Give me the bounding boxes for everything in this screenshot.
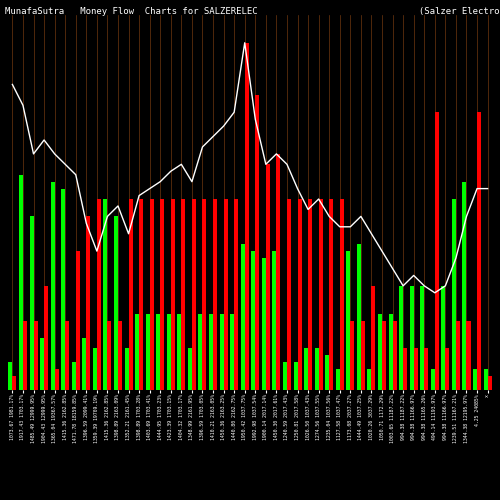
Bar bbox=[294, 362, 298, 390]
Bar bbox=[156, 314, 160, 390]
Bar bbox=[198, 314, 202, 390]
Bar bbox=[97, 199, 101, 390]
Bar bbox=[424, 348, 428, 390]
Bar bbox=[388, 314, 392, 390]
Bar bbox=[442, 286, 446, 390]
Bar bbox=[403, 348, 407, 390]
Bar bbox=[382, 320, 386, 390]
Bar bbox=[65, 320, 69, 390]
Bar bbox=[104, 199, 108, 390]
Bar bbox=[484, 369, 488, 390]
Bar bbox=[477, 112, 481, 390]
Bar bbox=[435, 112, 439, 390]
Bar bbox=[188, 348, 192, 390]
Bar bbox=[76, 251, 80, 390]
Bar bbox=[54, 369, 58, 390]
Bar bbox=[135, 314, 139, 390]
Bar bbox=[167, 314, 171, 390]
Bar bbox=[240, 244, 244, 390]
Bar bbox=[230, 314, 234, 390]
Bar bbox=[473, 369, 477, 390]
Bar bbox=[82, 338, 86, 390]
Bar bbox=[118, 320, 122, 390]
Bar bbox=[314, 348, 318, 390]
Bar bbox=[276, 154, 280, 390]
Bar bbox=[272, 251, 276, 390]
Bar bbox=[488, 376, 492, 390]
Bar bbox=[256, 95, 260, 390]
Bar bbox=[23, 320, 27, 390]
Bar bbox=[8, 362, 12, 390]
Bar bbox=[30, 216, 34, 390]
Bar bbox=[34, 320, 38, 390]
Bar bbox=[298, 199, 302, 390]
Bar bbox=[329, 199, 333, 390]
Bar bbox=[462, 182, 466, 390]
Bar bbox=[44, 286, 48, 390]
Bar bbox=[336, 369, 340, 390]
Bar bbox=[93, 348, 97, 390]
Bar bbox=[368, 369, 372, 390]
Bar bbox=[466, 320, 470, 390]
Bar bbox=[350, 320, 354, 390]
Bar bbox=[456, 320, 460, 390]
Bar bbox=[19, 174, 23, 390]
Bar bbox=[128, 199, 132, 390]
Bar bbox=[220, 314, 224, 390]
Bar bbox=[86, 216, 90, 390]
Bar bbox=[213, 199, 217, 390]
Bar bbox=[346, 251, 350, 390]
Bar bbox=[252, 251, 256, 390]
Bar bbox=[61, 188, 65, 390]
Bar bbox=[431, 369, 435, 390]
Bar bbox=[410, 286, 414, 390]
Bar bbox=[202, 199, 206, 390]
Bar bbox=[150, 199, 154, 390]
Bar bbox=[414, 348, 418, 390]
Bar bbox=[452, 199, 456, 390]
Bar bbox=[178, 314, 182, 390]
Bar bbox=[420, 286, 424, 390]
Bar bbox=[392, 320, 396, 390]
Bar bbox=[340, 199, 344, 390]
Text: MunafaSutra   Money Flow  Charts for SALZERELEC                              (Sa: MunafaSutra Money Flow Charts for SALZER… bbox=[5, 8, 500, 16]
Bar bbox=[72, 362, 76, 390]
Bar bbox=[357, 244, 361, 390]
Bar bbox=[224, 199, 228, 390]
Bar bbox=[192, 199, 196, 390]
Bar bbox=[372, 286, 376, 390]
Bar bbox=[182, 199, 186, 390]
Bar bbox=[146, 314, 150, 390]
Bar bbox=[124, 348, 128, 390]
Bar bbox=[378, 314, 382, 390]
Bar bbox=[114, 216, 118, 390]
Bar bbox=[171, 199, 175, 390]
Bar bbox=[160, 199, 164, 390]
Bar bbox=[325, 356, 329, 390]
Bar bbox=[40, 338, 44, 390]
Bar bbox=[318, 199, 322, 390]
Bar bbox=[209, 314, 213, 390]
Bar bbox=[304, 348, 308, 390]
Bar bbox=[262, 258, 266, 390]
Bar bbox=[283, 362, 287, 390]
Bar bbox=[266, 164, 270, 390]
Bar bbox=[244, 43, 248, 390]
Bar bbox=[50, 182, 54, 390]
Bar bbox=[234, 199, 238, 390]
Bar bbox=[446, 348, 450, 390]
Bar bbox=[139, 199, 143, 390]
Bar bbox=[12, 376, 16, 390]
Bar bbox=[287, 199, 291, 390]
Bar bbox=[399, 286, 403, 390]
Bar bbox=[108, 320, 112, 390]
Bar bbox=[308, 199, 312, 390]
Bar bbox=[361, 320, 365, 390]
